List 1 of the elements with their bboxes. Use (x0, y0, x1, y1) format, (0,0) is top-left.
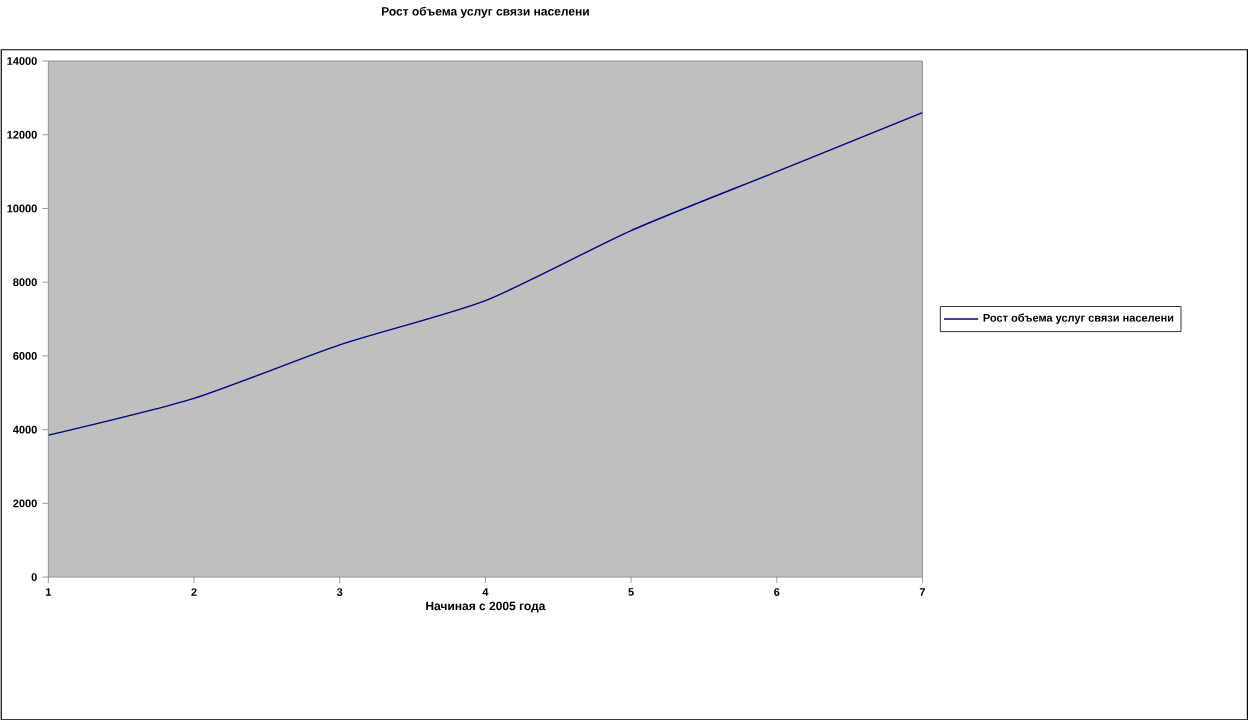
line-series (48, 111, 923, 436)
